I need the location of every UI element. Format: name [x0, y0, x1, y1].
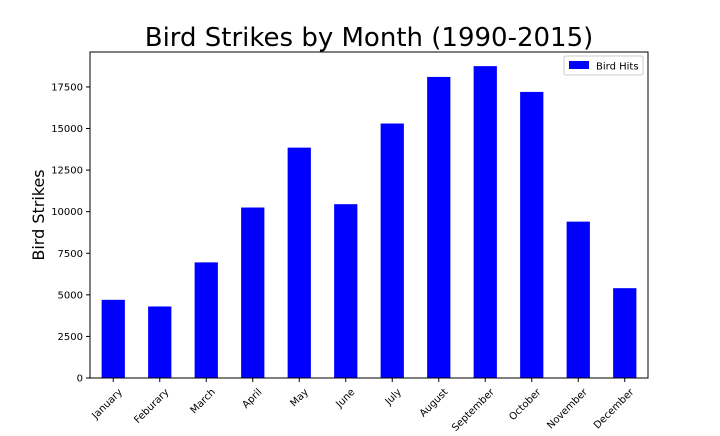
- bar-july: [380, 123, 404, 379]
- y-axis-ticks: 0 2500 5000 7500 10000 12500 15000 17500: [51, 82, 90, 385]
- x-tick-label: May: [288, 387, 310, 409]
- plot-area-frame: [89, 51, 649, 379]
- bars-layer: [101, 66, 637, 379]
- y-tick-label: 5000: [58, 290, 83, 301]
- bar-january: [101, 299, 125, 378]
- x-tick-label: November: [545, 386, 590, 431]
- legend-label-bird-hits: Bird Hits: [596, 62, 639, 73]
- x-tick-label: September: [450, 386, 497, 432]
- x-tick-label: March: [189, 387, 218, 416]
- legend-box: [563, 55, 644, 76]
- x-tick-label: July: [383, 387, 404, 408]
- y-tick-label: 2500: [58, 332, 83, 343]
- y-tick-label: 17500: [51, 82, 83, 93]
- x-tick-label: April: [240, 387, 264, 411]
- x-tick-label: Feburary: [132, 387, 171, 426]
- x-tick-label: December: [592, 386, 637, 431]
- legend-swatch-bird-hits: [569, 61, 589, 69]
- bar-april: [241, 207, 265, 378]
- y-tick-label: 15000: [51, 124, 83, 135]
- y-tick-label: 12500: [51, 166, 83, 177]
- y-tick-label: 0: [77, 374, 83, 385]
- x-tick-label: June: [334, 387, 358, 411]
- bar-december: [613, 288, 637, 378]
- bar-october: [520, 91, 544, 379]
- bar-may: [287, 147, 311, 378]
- bar-feburary: [148, 306, 172, 378]
- y-tick-label: 7500: [58, 249, 83, 260]
- bar-august: [427, 76, 451, 378]
- y-axis-label: Bird Strikes: [29, 169, 48, 260]
- chart-title: Bird Strikes by Month (1990-2015): [145, 23, 594, 53]
- x-tick-label: October: [507, 386, 544, 423]
- bar-june: [334, 204, 358, 378]
- x-tick-label: January: [90, 387, 125, 422]
- legend: Bird Hits: [563, 55, 644, 76]
- x-tick-label: August: [418, 387, 451, 420]
- bar-march: [194, 262, 218, 378]
- bar-september: [473, 66, 497, 378]
- bar-november: [566, 221, 590, 378]
- x-axis-ticks: January Feburary March April May June July Augu…: [90, 378, 637, 434]
- y-tick-label: 10000: [51, 207, 83, 218]
